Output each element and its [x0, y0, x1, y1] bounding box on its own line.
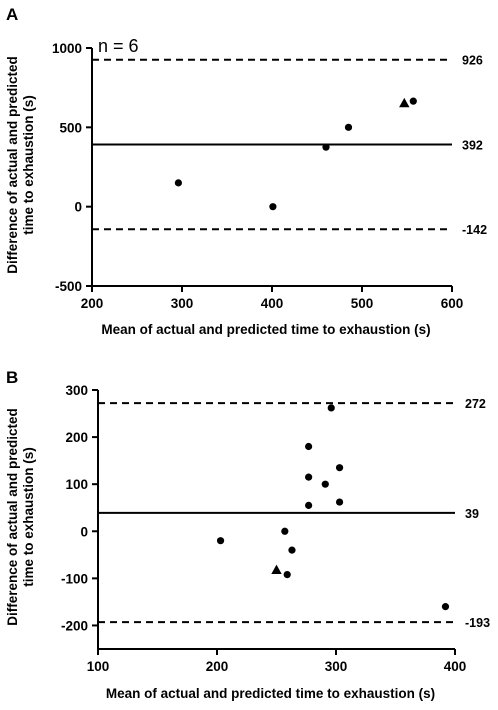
x-tick-label: 500 [351, 296, 374, 311]
y-axis-title-line: time to exhaustion (s) [21, 447, 36, 587]
y-axis-title-line: Difference of actual and predicted [5, 56, 20, 274]
data-point [322, 143, 330, 151]
data-point [344, 123, 353, 131]
data-point [305, 473, 313, 481]
y-tick-label: 0 [80, 524, 88, 539]
y-tick-label: -500 [55, 279, 82, 294]
y-tick-label: 500 [59, 120, 82, 135]
y-tick-label: 0 [74, 200, 82, 215]
lower-loa-label: -193 [465, 616, 490, 630]
data-point [441, 603, 450, 611]
upper-loa-label: 926 [462, 54, 483, 68]
y-axis-title: Difference of actual and predictedtime t… [5, 56, 36, 274]
panel-b: B 100 200 300 400 -200 -100 0 100 200 300 272 39 -193… [5, 368, 490, 701]
y-axis-title: Difference of actual and predictedtime t… [5, 408, 36, 626]
bias-label: 39 [465, 507, 479, 521]
data-point [269, 203, 277, 211]
data-point [281, 527, 289, 535]
data-point [335, 464, 344, 472]
data-point [288, 546, 296, 554]
y-tick-label: 200 [65, 430, 88, 445]
data-point [409, 97, 417, 105]
data-point-triangle [271, 564, 282, 575]
y-tick-label: 300 [65, 383, 88, 398]
x-tick-label: 300 [171, 296, 194, 311]
x-tick-label: 600 [441, 296, 464, 311]
y-tick-label: 100 [65, 477, 88, 492]
x-axis-title: Mean of actual and predicted time to exh… [106, 686, 435, 701]
x-tick-label: 200 [81, 296, 104, 311]
x-axis-title: Mean of actual and predicted time to exh… [101, 322, 430, 337]
y-axis-title-line: time to exhaustion (s) [21, 95, 36, 235]
bias-label: 392 [462, 138, 483, 152]
data-point [305, 442, 313, 451]
lower-loa-label: -142 [462, 223, 487, 237]
data-point-triangle [399, 97, 410, 108]
y-tick-label: -200 [61, 618, 88, 633]
panel-a: A 200 300 400 500 600 -500 0 500 1000 926 392 -142 n … [5, 5, 487, 337]
y-tick-label: 1000 [52, 41, 82, 56]
x-tick-label: 200 [206, 659, 229, 674]
sample-size-annotation: n = 6 [98, 36, 139, 56]
data-point [321, 480, 329, 488]
data-point [335, 498, 344, 506]
panel-letter: A [6, 5, 18, 24]
y-tick-label: -100 [61, 571, 88, 586]
data-point [327, 404, 335, 412]
data-point [174, 179, 182, 187]
data-point [216, 537, 225, 545]
x-tick-label: 300 [325, 659, 348, 674]
x-tick-label: 400 [444, 659, 467, 674]
x-tick-label: 400 [261, 296, 284, 311]
y-axis-title-line: Difference of actual and predicted [5, 408, 20, 626]
panel-letter: B [6, 368, 18, 387]
data-point [305, 501, 313, 509]
data-point [283, 570, 291, 579]
upper-loa-label: 272 [465, 397, 486, 411]
x-tick-label: 100 [87, 659, 110, 674]
